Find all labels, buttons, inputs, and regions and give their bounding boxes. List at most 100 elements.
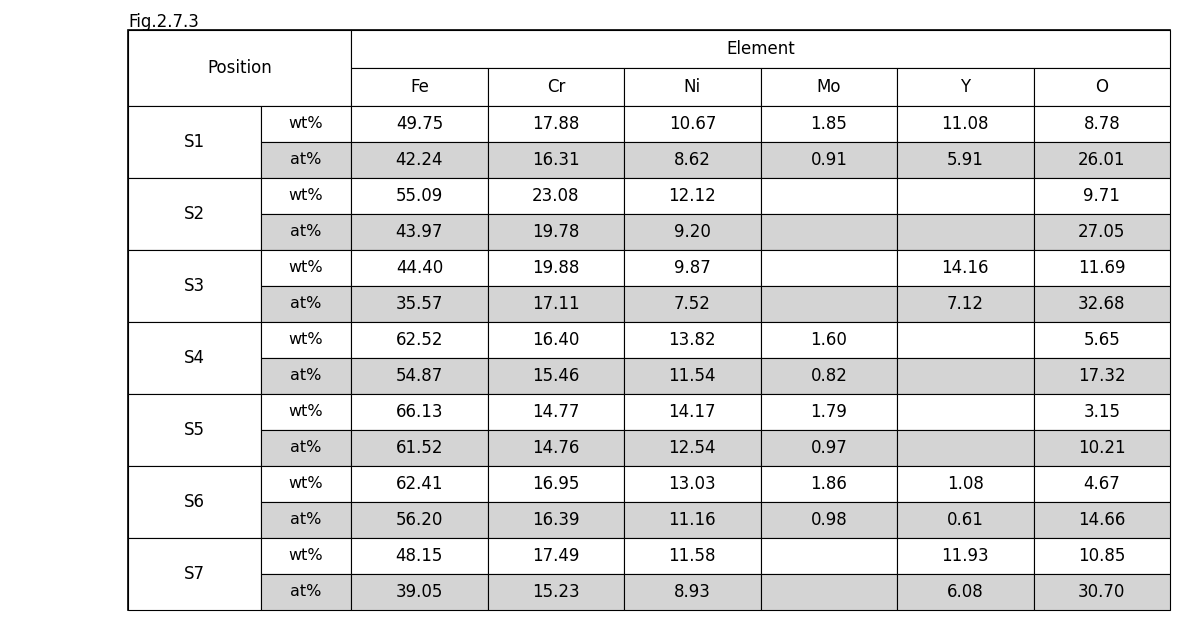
Text: Y: Y [960, 78, 970, 96]
Bar [897, 358, 1034, 394]
Bar [261, 214, 351, 250]
Bar [488, 286, 624, 322]
Bar [624, 430, 760, 466]
Text: Fig.2.7.3: Fig.2.7.3 [129, 13, 199, 31]
Text: 10.21: 10.21 [1078, 439, 1126, 457]
Text: 17.49: 17.49 [532, 547, 580, 565]
Bar [261, 178, 351, 214]
Text: 56.20: 56.20 [396, 511, 443, 529]
Text: 17.88: 17.88 [532, 115, 580, 133]
Bar [624, 142, 760, 178]
Bar [129, 394, 261, 466]
Text: wt%: wt% [289, 404, 324, 420]
Bar [261, 538, 351, 574]
Bar [624, 394, 760, 430]
Bar [1034, 466, 1170, 502]
Bar [488, 502, 624, 538]
Text: 1.60: 1.60 [810, 331, 847, 349]
Text: 27.05: 27.05 [1078, 223, 1126, 241]
Text: 0.61: 0.61 [947, 511, 984, 529]
Bar [488, 178, 624, 214]
Bar [129, 30, 351, 106]
Text: 12.12: 12.12 [669, 187, 716, 205]
Text: 13.03: 13.03 [669, 475, 716, 493]
Bar [897, 502, 1034, 538]
Bar [1034, 286, 1170, 322]
Text: S5: S5 [184, 421, 205, 439]
Bar [897, 574, 1034, 610]
Bar [129, 466, 261, 538]
Text: 35.57: 35.57 [396, 295, 443, 313]
Bar [760, 214, 897, 250]
Text: Cr: Cr [546, 78, 565, 96]
Text: 62.41: 62.41 [396, 475, 443, 493]
Text: 66.13: 66.13 [396, 403, 443, 421]
Bar [351, 502, 488, 538]
Text: 6.08: 6.08 [947, 583, 984, 601]
Bar [351, 286, 488, 322]
Bar [624, 68, 760, 106]
Bar [897, 214, 1034, 250]
Text: 11.54: 11.54 [669, 367, 716, 385]
Text: 62.52: 62.52 [396, 331, 443, 349]
Bar [1034, 178, 1170, 214]
Text: 44.40: 44.40 [396, 259, 443, 277]
Text: at%: at% [290, 441, 321, 456]
Text: 5.65: 5.65 [1083, 331, 1120, 349]
Bar [1034, 106, 1170, 142]
Bar [624, 178, 760, 214]
Text: 32.68: 32.68 [1078, 295, 1126, 313]
Text: wt%: wt% [289, 116, 324, 131]
Text: 19.88: 19.88 [532, 259, 580, 277]
Text: 39.05: 39.05 [396, 583, 443, 601]
Text: 8.62: 8.62 [674, 151, 710, 169]
Text: 23.08: 23.08 [532, 187, 580, 205]
Text: 0.82: 0.82 [810, 367, 847, 385]
Bar [760, 502, 897, 538]
Text: wt%: wt% [289, 548, 324, 563]
Bar [1034, 574, 1170, 610]
Bar [760, 250, 897, 286]
Bar [760, 466, 897, 502]
Text: 26.01: 26.01 [1078, 151, 1126, 169]
Text: 11.58: 11.58 [669, 547, 716, 565]
Text: 7.52: 7.52 [674, 295, 710, 313]
Text: 13.82: 13.82 [669, 331, 716, 349]
Bar [351, 68, 488, 106]
Bar [897, 538, 1034, 574]
Text: 16.31: 16.31 [532, 151, 580, 169]
Bar [488, 250, 624, 286]
Bar [351, 538, 488, 574]
Text: 15.23: 15.23 [532, 583, 580, 601]
Text: 14.66: 14.66 [1078, 511, 1126, 529]
Text: Ni: Ni [684, 78, 701, 96]
Text: S3: S3 [184, 277, 205, 295]
Bar [624, 502, 760, 538]
Bar [488, 142, 624, 178]
Text: 43.97: 43.97 [396, 223, 443, 241]
Bar [351, 430, 488, 466]
Bar [1034, 394, 1170, 430]
Bar [624, 250, 760, 286]
Bar [351, 142, 488, 178]
Bar [624, 286, 760, 322]
Text: 3.15: 3.15 [1083, 403, 1120, 421]
Text: 7.12: 7.12 [947, 295, 984, 313]
Bar [351, 358, 488, 394]
Bar [351, 466, 488, 502]
Bar [624, 106, 760, 142]
Text: 14.16: 14.16 [941, 259, 989, 277]
Text: 9.71: 9.71 [1083, 187, 1120, 205]
Text: S2: S2 [184, 205, 205, 223]
Bar [760, 322, 897, 358]
Bar [261, 574, 351, 610]
Bar [261, 286, 351, 322]
Text: 42.24: 42.24 [396, 151, 443, 169]
Bar [351, 106, 488, 142]
Text: wt%: wt% [289, 189, 324, 204]
Text: 19.78: 19.78 [532, 223, 580, 241]
Text: 14.17: 14.17 [669, 403, 716, 421]
Bar [1034, 68, 1170, 106]
Bar [129, 106, 261, 178]
Text: 14.76: 14.76 [532, 439, 580, 457]
